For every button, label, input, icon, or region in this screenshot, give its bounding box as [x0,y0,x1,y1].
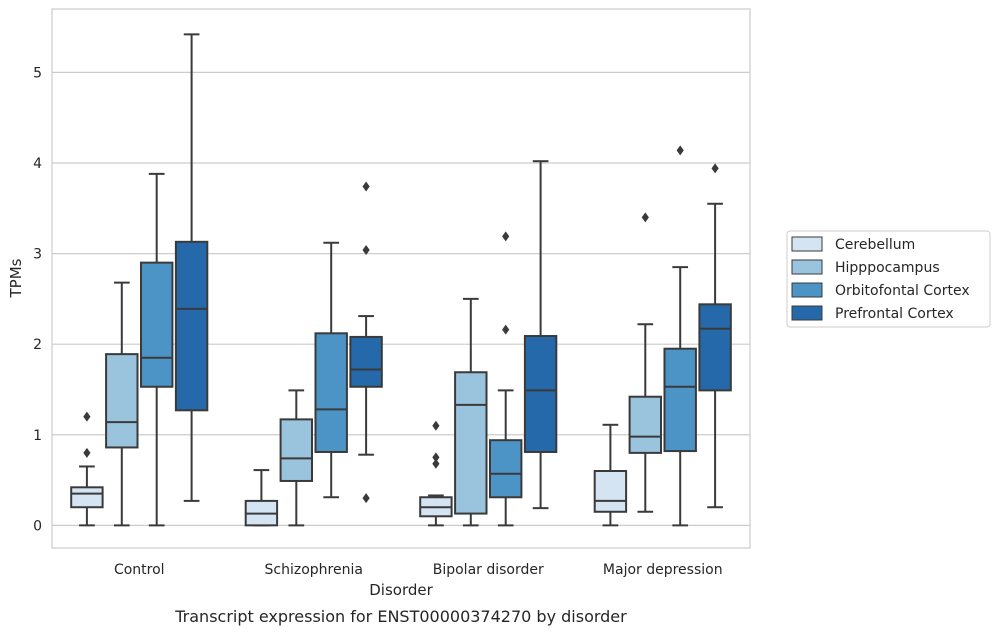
y-tick-labels: 0 1 2 3 4 5 [33,65,42,534]
box-prefrontal-cortex [523,160,558,510]
outlier-point [432,452,440,463]
y-tick-label: 2 [33,337,42,353]
box-orbitofontal-cortex [663,145,697,527]
outlier-point [676,145,684,156]
box-body [279,418,314,482]
outlier-point [432,458,440,469]
legend-frame [786,230,991,328]
outlier-point [432,420,440,431]
legend-label: Orbitofontal Cortex [835,283,970,299]
box-orbitofontal-cortex [139,172,174,527]
legend-label: Prefrontal Cortex [835,306,954,322]
box-body [523,335,558,453]
outlier-point [711,163,719,174]
outlier-point [362,493,370,504]
x-tick-label: Bipolar disorder [433,562,544,578]
box-prefrontal-cortex [349,181,383,504]
y-tick-label: 3 [33,247,42,263]
box-body [174,240,209,412]
box-body [628,395,663,454]
outlier-point [502,231,510,242]
box-hipppocampus [279,389,314,527]
box-body [488,439,523,499]
legend-swatch [791,259,823,275]
box-body [314,332,348,453]
box-body [663,347,697,453]
x-tick-labels: Control Schizophrenia Bipolar disorder Majo… [114,562,723,578]
outlier-point [83,447,91,458]
x-axis-label: Disorder [369,581,433,599]
box-body [349,335,383,388]
y-tick-label: 1 [33,428,42,444]
box-orbitofontal-cortex [488,231,523,527]
y-tick-label: 0 [33,518,42,534]
boxes [70,33,732,527]
outlier-point [362,181,370,192]
box-body [454,371,488,515]
y-tick-label: 4 [33,156,42,172]
box-body [105,353,139,449]
outlier-point [502,324,510,335]
box-body [70,486,104,509]
outlier-point [362,244,370,255]
legend-swatch [791,236,823,252]
figure-caption: Transcript expression for ENST0000037427… [174,607,627,626]
legend: Cerebellum Hipppocampus Orbitofontal Corte… [786,230,991,328]
legend-label: Hipppocampus [835,260,940,276]
box-body [698,303,732,392]
box-cerebellum [593,423,628,527]
box-cerebellum [244,469,279,527]
x-tick-label: Control [114,562,165,578]
box-prefrontal-cortex [174,33,209,502]
x-tick-label: Major depression [603,562,723,578]
legend-swatch [791,305,823,321]
box-prefrontal-cortex [698,163,732,509]
box-hipppocampus [454,297,488,527]
outlier-point [641,212,649,223]
y-tick-label: 5 [33,65,42,81]
outlier-point [83,411,91,422]
y-axis-label: TPMs [7,258,25,298]
box-orbitofontal-cortex [314,241,348,499]
legend-label: Cerebellum [835,237,915,253]
box-body [139,261,174,388]
box-body [593,470,628,513]
legend-entries: Cerebellum Hipppocampus Orbitofontal Corte… [791,236,970,322]
x-tick-label: Schizophrenia [265,562,363,578]
box-cerebellum [70,411,104,527]
box-cerebellum [419,420,453,527]
box-hipppocampus [105,281,139,527]
box-hipppocampus [628,212,663,513]
legend-swatch [791,282,823,298]
